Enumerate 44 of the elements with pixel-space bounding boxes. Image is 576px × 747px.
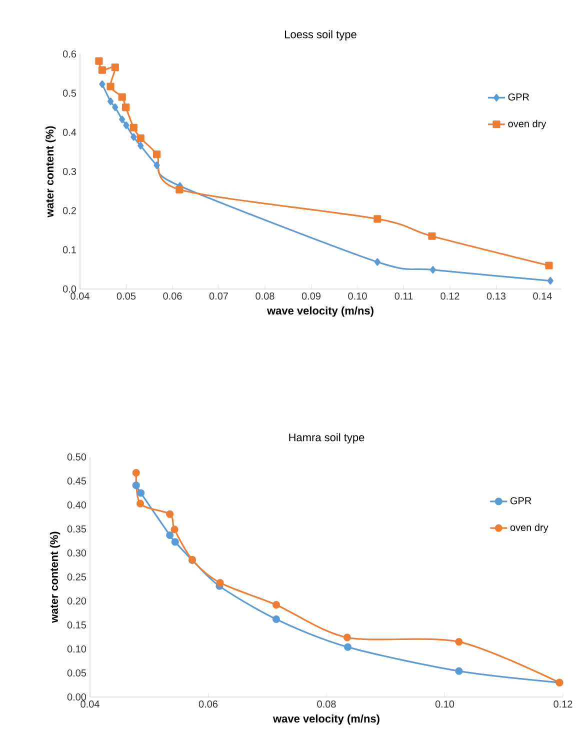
y-tick-label: 0.2: [62, 207, 76, 214]
y-tick-label: 0.4: [62, 128, 76, 136]
x-tick-label: 0.04: [70, 292, 90, 300]
y-tick-label: 0.05: [67, 669, 86, 677]
y-tick-label: 0.45: [67, 477, 86, 485]
y-tick-label: 0.1: [62, 246, 76, 254]
x-tick-label: 0.10: [348, 292, 367, 300]
x-tick-label: 0.14: [533, 292, 552, 300]
legend-label: oven dry: [508, 120, 546, 130]
legend-label: oven dry: [510, 524, 548, 533]
x-tick-label: 0.12: [440, 292, 460, 300]
x-tick-label: 0.09: [302, 292, 320, 300]
y-tick-label: 0.00: [67, 693, 86, 701]
y-tick-label: 0.40: [67, 501, 86, 509]
y-tick-label: 0.20: [67, 597, 86, 605]
x-tick-label: 0.04: [80, 700, 100, 708]
y-tick-label: 0.3: [62, 168, 76, 176]
x-tick-label: 0.05: [116, 292, 136, 300]
x-tick-label: 0.11: [394, 292, 413, 300]
legend-label: GPR: [510, 497, 532, 504]
y-tick-label: 0.25: [67, 573, 86, 581]
chart-title: Hamra soil type: [289, 433, 364, 444]
y-tick-label: 0.15: [67, 621, 86, 629]
y-tick-label: 0.50: [67, 453, 86, 461]
x-tick-label: 0.08: [317, 700, 336, 708]
y-tick-label: 0.10: [67, 645, 86, 653]
y-tick-label: 0.5: [62, 90, 76, 97]
x-tick-label: 0.06: [163, 292, 182, 300]
x-tick-label: 0.13: [486, 292, 506, 300]
y-tick-label: 0.30: [67, 549, 86, 557]
x-axis-title: wave velocity (m/ns): [272, 714, 380, 725]
y-tick-label: 0.35: [67, 525, 86, 533]
x-axis-title: wave velocity (m/ns): [266, 306, 374, 317]
x-tick-label: 0.10: [435, 700, 454, 708]
legend-label: GPR: [508, 93, 530, 101]
y-axis-title: water content (%): [50, 532, 60, 623]
x-tick-label: 0.07: [209, 292, 228, 300]
x-tick-label: 0.08: [256, 292, 274, 300]
x-tick-label: 0.06: [198, 700, 218, 708]
x-tick-label: 0.12: [554, 700, 572, 708]
chart-title: Loess soil type: [285, 30, 356, 40]
y-axis-title: water content (%): [45, 126, 56, 218]
y-tick-label: 0.0: [62, 285, 76, 293]
y-tick-label: 0.6: [62, 50, 76, 58]
